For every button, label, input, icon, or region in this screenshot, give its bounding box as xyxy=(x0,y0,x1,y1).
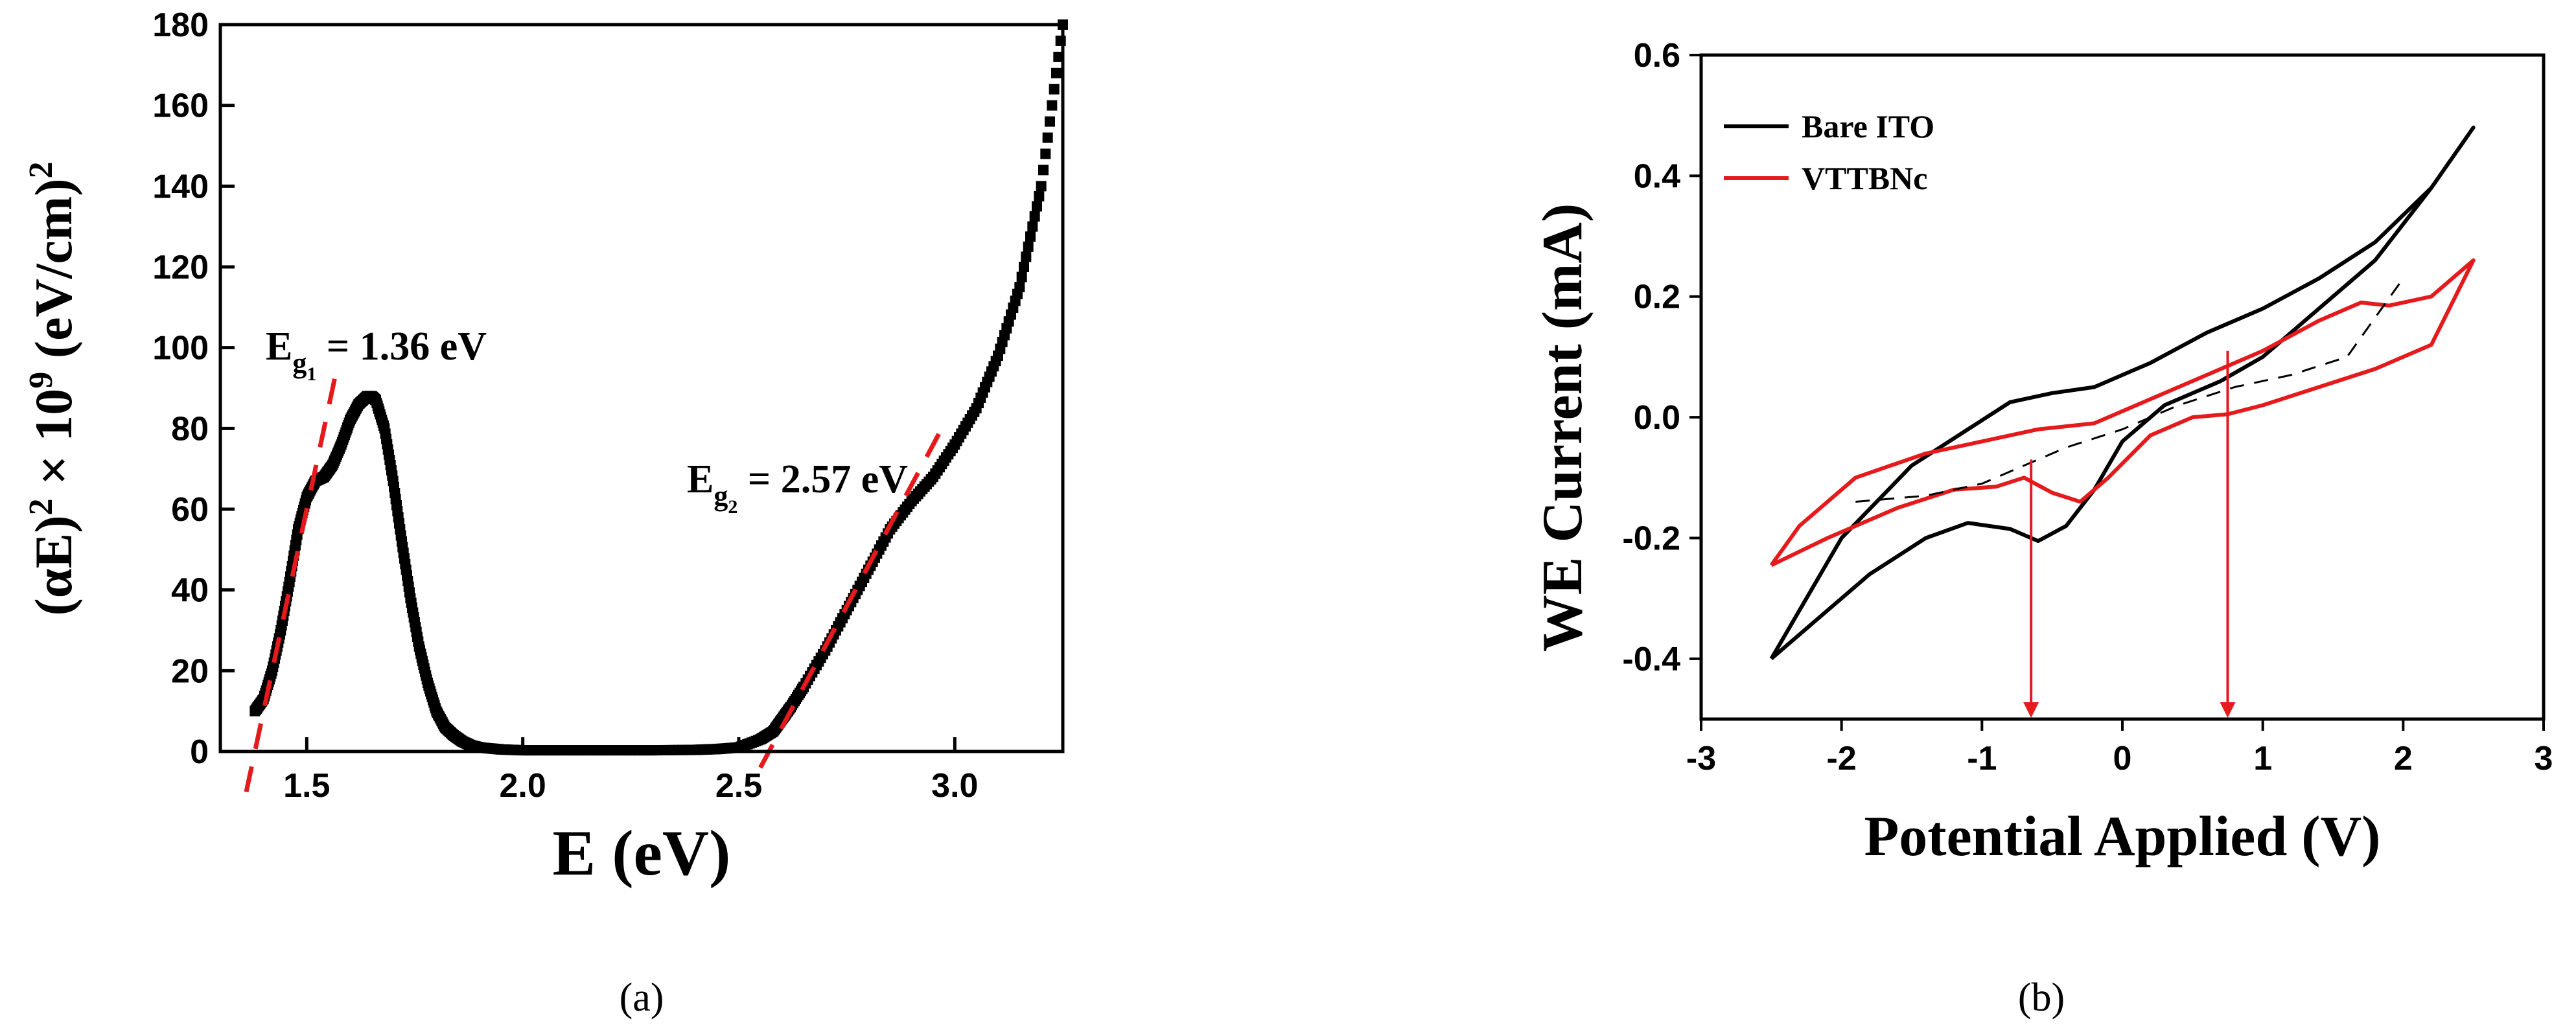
plot-a-data-point xyxy=(1014,282,1025,293)
plot-a-data-point xyxy=(1032,201,1042,212)
plot-a-fit-line xyxy=(244,367,340,793)
annotation-eg2-sub: g xyxy=(714,480,728,512)
plot-a-y-tick-label: 180 xyxy=(152,6,209,44)
plot-a-data-point xyxy=(1047,100,1058,111)
plot-b-x-tick-label: -2 xyxy=(1827,740,1857,777)
plot-a-y-label-sup: 2 xyxy=(23,498,60,515)
plot-a-y-label-sup: 2 xyxy=(23,161,60,178)
plot-b-y-tick-label: -0.4 xyxy=(1622,641,1680,678)
panel-a: 1.5 2.0 2.5 3.0 0 20 40 60 80 100 120 140 160 180 E … xyxy=(23,6,1068,1020)
plot-a-data-point xyxy=(1034,190,1045,201)
plot-b-x-label: Potential Applied (V) xyxy=(1864,805,2381,868)
plot-b-y-tick-label: -0.2 xyxy=(1622,520,1680,557)
legend: Bare ITO VTTBNc xyxy=(1724,108,1934,196)
plot-a-y-tick-label: 100 xyxy=(152,330,209,367)
plot-a-x-tick-label: 1.5 xyxy=(283,767,330,805)
plot-a-data-point xyxy=(1045,116,1055,127)
plot-b-y-tick-label: 0.0 xyxy=(1634,399,1680,437)
plot-a-x-ticks: 1.5 2.0 2.5 3.0 xyxy=(283,737,978,805)
plot-a-data-point xyxy=(1027,221,1038,232)
plot-b-y-tick-label: 0.4 xyxy=(1634,157,1680,195)
plot-a-frame xyxy=(218,23,1065,753)
plot-a-data-point xyxy=(1049,84,1060,95)
plot-a-x-tick-label: 3.0 xyxy=(931,767,978,805)
plot-a-x-tick-label: 2.5 xyxy=(715,767,762,805)
annotation-eg1-e: E xyxy=(266,325,292,369)
plot-a-y-label: (αE)2 × 109 (eV/cm)2 xyxy=(23,161,83,615)
plot-b-arrow-head xyxy=(2220,702,2236,718)
plot-a-data-point xyxy=(1023,241,1034,252)
plot-b-x-tick-label: -1 xyxy=(1967,740,1997,777)
plot-b-x-tick-label: 2 xyxy=(2394,740,2413,777)
plot-a-y-label-part: (αE) xyxy=(24,515,83,615)
plot-a-x-tick-label: 2.0 xyxy=(500,767,546,805)
plot-a-data-point xyxy=(1021,251,1032,262)
plot-b-x-tick-label: 1 xyxy=(2253,740,2272,777)
plot-a-y-tick-label: 20 xyxy=(171,652,209,690)
annotation-eg2-value: = 2.57 eV xyxy=(737,457,908,501)
caption-a: (a) xyxy=(620,976,664,1020)
plot-a-data-point xyxy=(1036,181,1047,192)
annotation-eg2-e: E xyxy=(687,457,714,501)
legend-label-bare-ito: Bare ITO xyxy=(1802,108,1934,144)
panel-b: -3 -2 -1 0 1 2 3 0.6 0.4 0.2 0.0 -0.2 -0.4 Potentia… xyxy=(1531,37,2553,1020)
plot-b-y-ticks: 0.6 0.4 0.2 0.0 -0.2 -0.4 xyxy=(1622,37,1701,678)
plot-b-marks xyxy=(1769,125,2476,718)
plot-b-dashed-trace xyxy=(1855,277,2404,503)
plot-b-series-bare-ito xyxy=(1769,125,2476,661)
plot-a-y-tick-label: 40 xyxy=(171,572,209,610)
annotation-eg2: Eg2 = 2.57 eV xyxy=(687,457,908,518)
plot-a-data-point xyxy=(1038,165,1049,176)
annotation-eg1: Eg1 = 1.36 eV xyxy=(266,325,487,385)
plot-a-data-point xyxy=(1042,132,1053,143)
caption-b: (b) xyxy=(2018,976,2065,1020)
plot-a-y-label-sup: 9 xyxy=(23,372,60,389)
plot-a-y-tick-label: 0 xyxy=(190,733,209,771)
annotation-eg1-value: = 1.36 eV xyxy=(316,325,487,369)
plot-b-arrow-head xyxy=(2023,702,2039,718)
plot-b-x-tick-label: 3 xyxy=(2535,740,2553,777)
plot-a-data-point xyxy=(1053,51,1064,62)
plot-a-data-point xyxy=(1025,231,1036,242)
plot-a-data-point xyxy=(1019,262,1029,272)
plot-a-y-label-part: (eV/cm) xyxy=(24,178,83,371)
plot-a-y-tick-label: 60 xyxy=(171,491,209,529)
plot-a-data-point xyxy=(1040,148,1051,159)
plot-a-y-tick-label: 80 xyxy=(171,410,209,448)
annotation-eg2-subsub: 2 xyxy=(728,496,737,518)
plot-a-y-ticks: 0 20 40 60 80 100 120 140 160 180 xyxy=(152,6,235,771)
plot-a-x-label: E (eV) xyxy=(553,817,731,889)
plot-b-x-tick-label: -3 xyxy=(1686,740,1716,777)
plot-a-y-tick-label: 160 xyxy=(152,87,209,125)
plot-a-data-point xyxy=(1051,67,1062,78)
plot-a-marks xyxy=(244,19,1068,793)
plot-b-x-ticks: -3 -2 -1 0 1 2 3 xyxy=(1686,719,2553,777)
plot-b-y-tick-label: 0.6 xyxy=(1634,37,1680,75)
plot-a-data-point xyxy=(1029,211,1040,222)
legend-label-vttbnc: VTTBNc xyxy=(1802,160,1927,196)
plot-a-data-point xyxy=(1016,271,1027,282)
plot-b-x-tick-label: 0 xyxy=(2113,740,2132,777)
annotation-eg1-subsub: 1 xyxy=(307,363,316,385)
plot-b-frame xyxy=(1699,53,2546,721)
plot-a-y-label-part: × 10 xyxy=(24,389,83,499)
plot-a-fit-line xyxy=(758,427,944,769)
plot-a-y-tick-label: 140 xyxy=(152,168,209,205)
annotation-eg1-sub: g xyxy=(292,347,307,379)
plot-b-y-tick-label: 0.2 xyxy=(1634,279,1680,316)
plot-a-y-tick-label: 120 xyxy=(152,249,209,286)
plot-b-series-vttbnc xyxy=(1769,258,2476,568)
plot-b-y-label: WE Current (mA) xyxy=(1531,203,1594,652)
